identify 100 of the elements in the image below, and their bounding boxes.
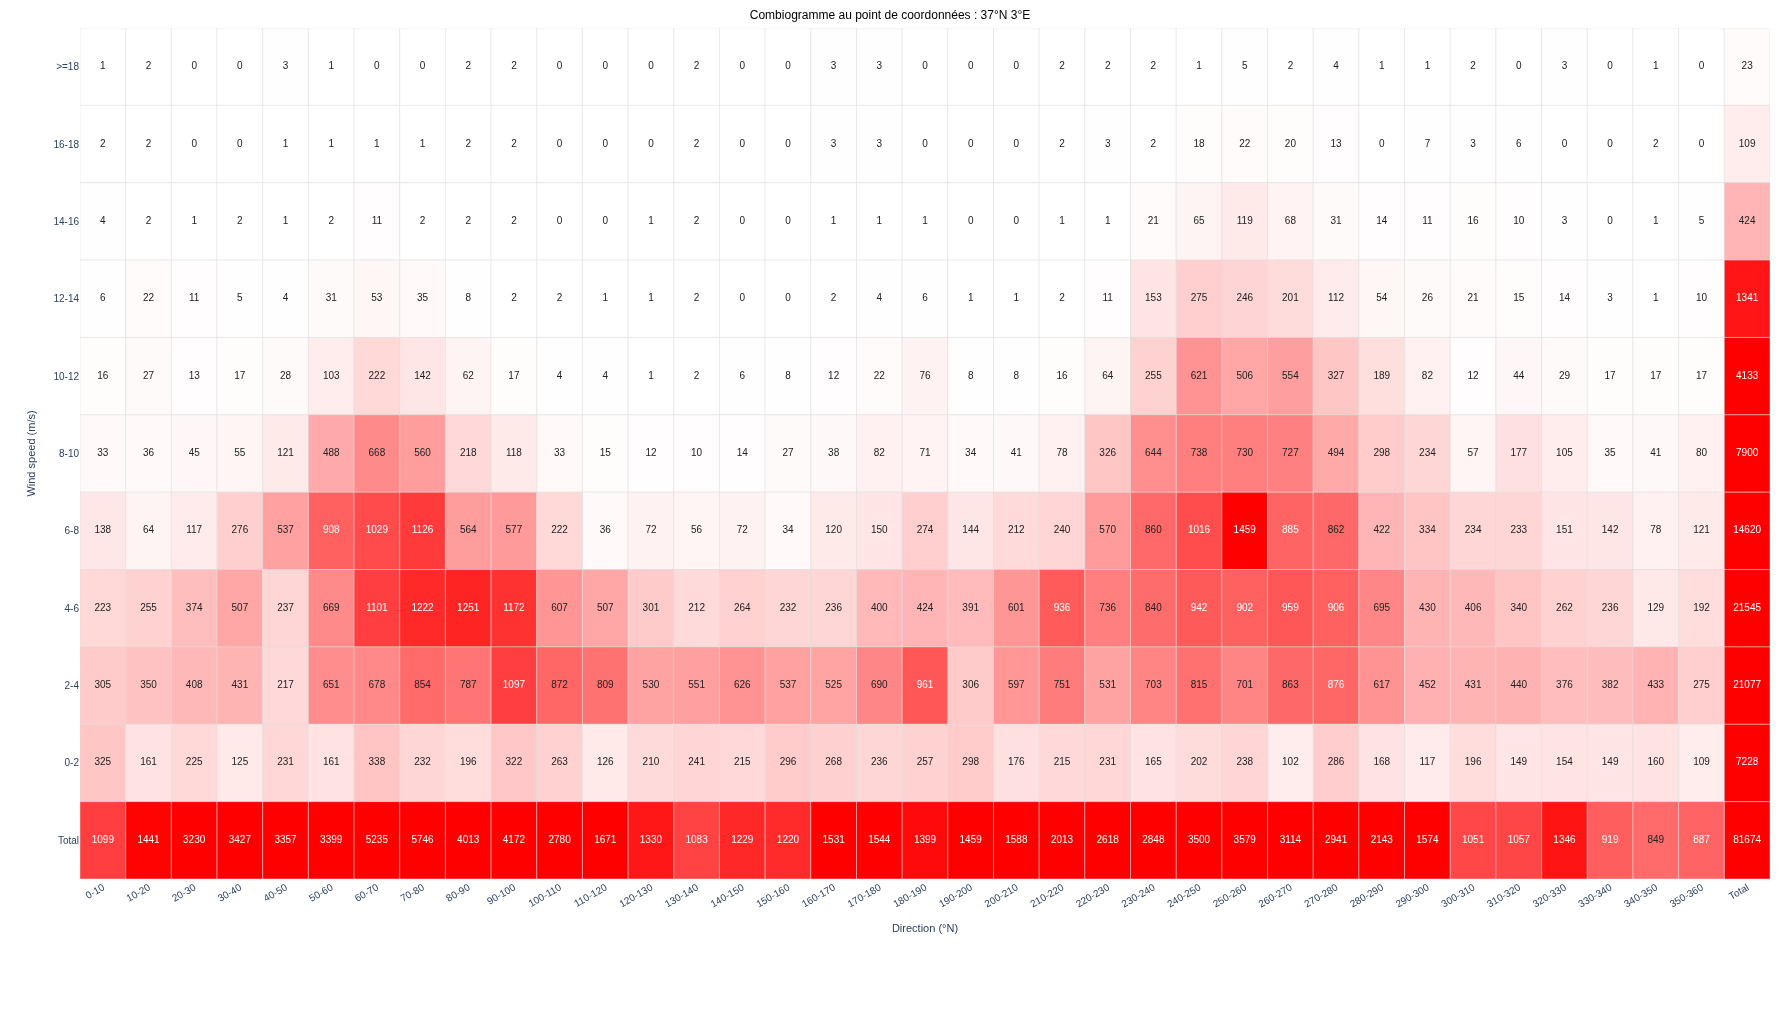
data-label: 2 (511, 214, 518, 226)
data-label: 231 (1099, 756, 1117, 768)
data-label: 738 (1190, 447, 1208, 458)
data-label: 6 (739, 369, 746, 381)
x-axis-title: Direction (°N) (891, 921, 959, 934)
data-label: 1 (922, 214, 929, 226)
data-label: 1341 (1736, 292, 1759, 304)
data-label: 36 (599, 524, 612, 536)
data-label: 3579 (1233, 833, 1257, 845)
data-label: 2 (1653, 137, 1660, 149)
data-label: 1 (419, 137, 426, 149)
data-label: 246 (1236, 292, 1254, 304)
data-label: 2618 (1096, 833, 1120, 845)
data-label: 5235 (365, 833, 389, 845)
data-label: 12 (828, 369, 840, 381)
data-label: 14 (1558, 292, 1571, 304)
data-label: 2 (328, 214, 335, 226)
y-tick-label: 12-14 (53, 293, 80, 305)
data-label: 16 (1056, 369, 1069, 381)
x-tick-label: 0-10 (83, 881, 107, 902)
y-tick-label: 0-2 (64, 757, 80, 769)
data-label: 3230 (183, 833, 206, 845)
data-label: 5 (1698, 214, 1705, 226)
data-label: 787 (459, 679, 478, 691)
data-label: 14620 (1733, 524, 1762, 536)
data-label: 72 (645, 524, 657, 536)
data-label: 68 (1284, 214, 1297, 226)
data-label: 668 (368, 447, 386, 458)
data-label: 161 (140, 756, 158, 768)
data-label: 4133 (1736, 369, 1759, 381)
data-label: 4 (100, 214, 107, 226)
data-label: 45 (188, 447, 201, 458)
data-label: 151 (1556, 524, 1574, 536)
data-label: 11 (371, 214, 383, 226)
data-label: 5 (237, 292, 244, 304)
data-label: 0 (191, 60, 198, 72)
data-label: 1399 (913, 833, 937, 845)
data-label: 2 (830, 292, 837, 304)
data-label: 537 (277, 524, 295, 536)
data-label: 7 (1424, 137, 1431, 149)
data-label: 232 (414, 756, 432, 768)
data-label: 1671 (594, 833, 617, 845)
data-label: 537 (779, 679, 797, 691)
data-label: 231 (277, 756, 295, 768)
data-label: 17 (508, 369, 520, 381)
data-label: 564 (459, 524, 478, 536)
data-label: 0 (191, 137, 198, 149)
data-label: 0 (419, 60, 426, 72)
data-label: 424 (1738, 214, 1756, 226)
data-label: 11 (1102, 292, 1114, 304)
data-label: 1051 (1461, 833, 1485, 845)
data-label: 3 (876, 137, 883, 149)
y-tick-label: 4-6 (64, 602, 80, 614)
data-label: 11 (1422, 214, 1434, 226)
data-label: 530 (642, 679, 660, 691)
data-label: 234 (1464, 524, 1482, 536)
data-label: 334 (1419, 524, 1437, 536)
y-axis-title: Wind speed (m/s) (25, 410, 38, 497)
data-label: 0 (739, 214, 746, 226)
data-label: 1544 (868, 833, 891, 845)
data-label: 14 (736, 447, 749, 458)
data-label: 212 (1008, 524, 1026, 536)
data-label: 0 (1516, 60, 1522, 72)
data-label: 54 (1376, 292, 1388, 304)
data-label: 0 (556, 137, 563, 149)
data-label: 21 (1467, 292, 1480, 304)
data-label: 1 (648, 369, 655, 381)
data-label: 2 (693, 292, 700, 304)
data-label: 3 (1607, 292, 1614, 304)
data-label: 6 (100, 292, 107, 304)
y-tick-label: 16-18 (53, 138, 80, 150)
data-label: 2 (1150, 60, 1157, 72)
data-label: 8 (1013, 369, 1020, 381)
data-label: 506 (1236, 369, 1254, 381)
data-label: 15 (599, 447, 612, 458)
data-label: 4 (876, 292, 883, 304)
data-label: 306 (962, 679, 980, 691)
data-label: 1251 (457, 601, 480, 613)
data-label: 3 (1470, 137, 1477, 149)
data-label: 301 (642, 601, 660, 613)
data-label: 936 (1053, 601, 1071, 613)
data-label: 669 (322, 601, 340, 613)
data-label: 255 (140, 601, 158, 613)
data-label: 21 (1147, 214, 1160, 226)
data-label: 1 (1104, 214, 1111, 226)
data-label: 2 (511, 60, 518, 72)
data-label: 176 (1008, 756, 1026, 768)
data-label: 56 (691, 524, 703, 536)
data-label: 117 (186, 524, 203, 536)
data-label: 690 (870, 679, 889, 691)
data-label: 121 (277, 447, 295, 458)
data-label: 144 (962, 524, 980, 536)
data-label: 2 (465, 60, 472, 72)
data-label: 0 (374, 60, 381, 72)
data-label: 65 (1193, 214, 1206, 226)
data-label: 1229 (731, 833, 754, 845)
data-label: 0 (967, 214, 974, 226)
data-label: 872 (551, 679, 569, 691)
data-label: 751 (1053, 679, 1071, 691)
data-label: 2 (100, 137, 107, 149)
